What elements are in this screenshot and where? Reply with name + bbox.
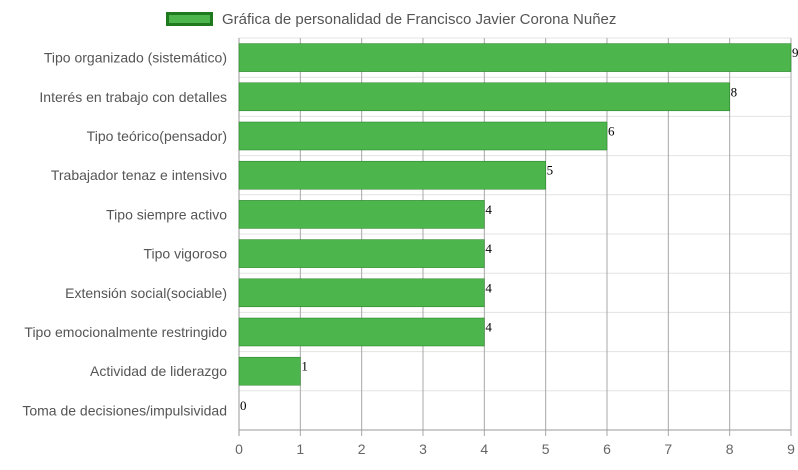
x-tick-label: 6 [603, 441, 611, 457]
x-tick-label: 1 [296, 441, 304, 457]
x-tick-label: 5 [542, 441, 550, 457]
bar [238, 239, 485, 268]
category-label: Extensión social(sociable) [65, 285, 227, 301]
bar [238, 200, 485, 229]
bar [238, 317, 485, 347]
bar [238, 82, 730, 112]
x-tick-label: 2 [358, 441, 366, 457]
data-label: 4 [485, 320, 492, 335]
data-label: 1 [301, 359, 308, 374]
legend-swatch [166, 12, 213, 26]
data-label: 4 [485, 241, 492, 256]
category-label: Tipo vigoroso [143, 246, 227, 262]
data-label: 6 [608, 124, 615, 139]
legend[interactable]: Gráfica de personalidad de Francisco Jav… [166, 8, 616, 30]
data-label: 5 [547, 163, 554, 178]
data-label: 9 [792, 45, 798, 60]
bar [238, 278, 485, 308]
x-tick-label: 4 [480, 441, 488, 457]
category-label: Trabajador tenaz e intensivo [51, 167, 227, 183]
x-tick-label: 3 [419, 441, 427, 457]
x-tick-label: 9 [787, 441, 795, 457]
x-tick-label: 7 [664, 441, 672, 457]
category-label: Actividad de liderazgo [90, 363, 227, 379]
category-label: Tipo emocionalmente restringido [24, 324, 227, 340]
category-label: Tipo organizado (sistemático) [44, 50, 227, 66]
legend-label: Gráfica de personalidad de Francisco Jav… [222, 10, 617, 28]
x-tick-label: 8 [726, 441, 734, 457]
category-label: Interés en trabajo con detalles [39, 89, 227, 105]
bar [238, 121, 608, 151]
category-label: Tipo siempre activo [106, 206, 227, 222]
bars [238, 43, 792, 386]
data-label: 0 [240, 398, 247, 413]
data-label: 4 [485, 202, 492, 217]
bar [238, 356, 301, 386]
data-label: 8 [731, 84, 738, 99]
data-label: 4 [485, 280, 492, 295]
bar [238, 160, 546, 190]
bar [238, 43, 792, 72]
x-tick-label: 0 [235, 441, 243, 457]
category-label: Tipo teórico(pensador) [87, 128, 227, 144]
category-label: Toma de decisiones/impulsividad [22, 402, 227, 418]
